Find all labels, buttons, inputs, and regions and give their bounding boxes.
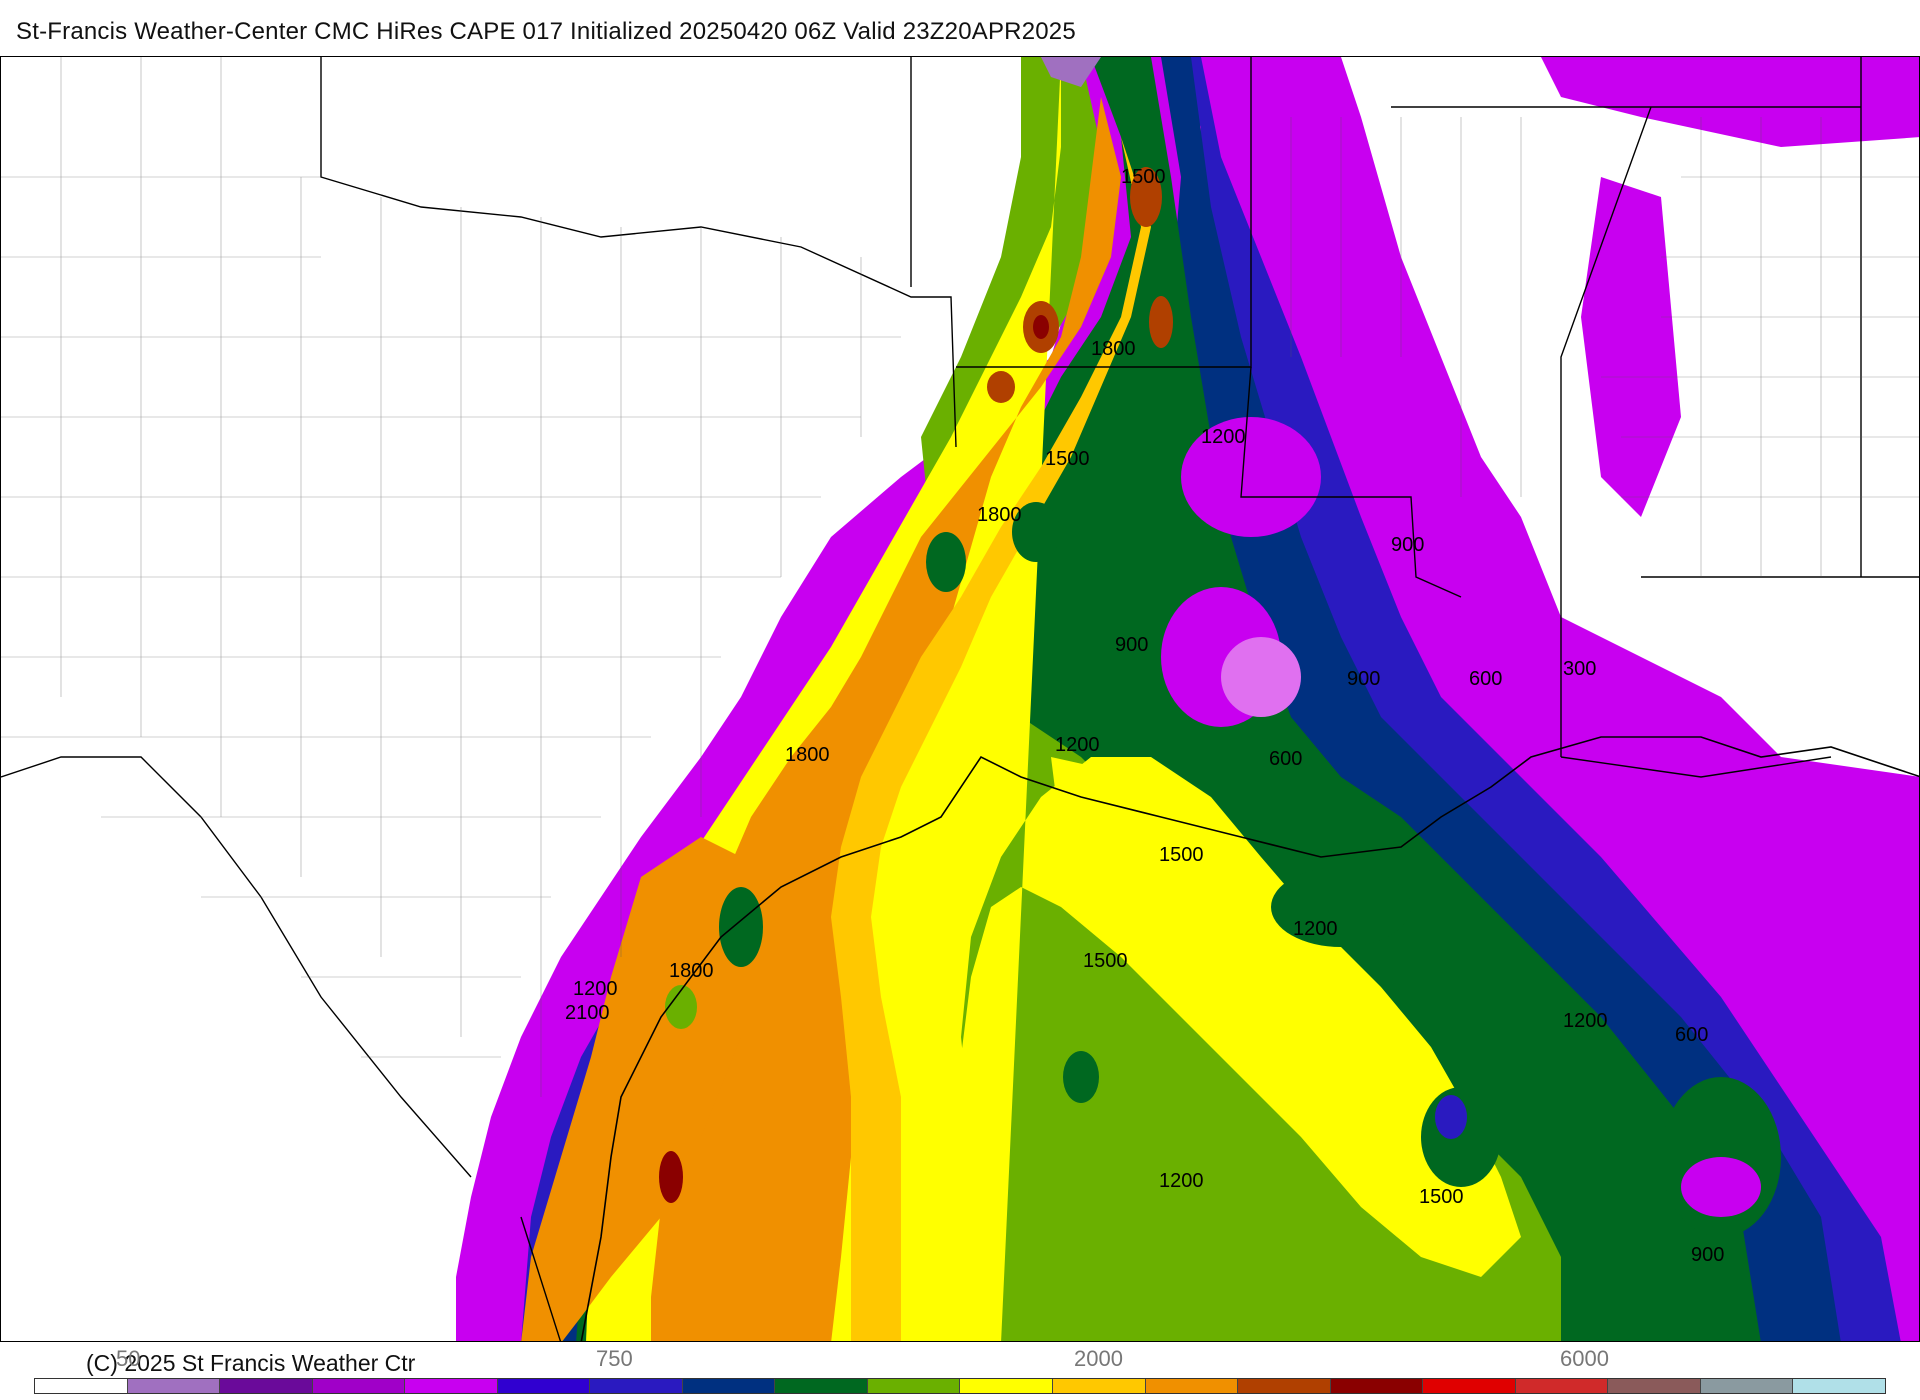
contour-label: 600 (1269, 748, 1302, 770)
contour-label: 600 (1675, 1024, 1708, 1046)
coastline (580, 736, 1919, 1341)
contour-label: 1500 (1121, 166, 1166, 188)
copyright-text: (C) 2025 St Francis Weather Ctr (86, 1350, 416, 1376)
colorbar-tick-label: 6000 (1560, 1346, 1609, 1371)
cape-band-orange (651, 97, 1121, 1341)
colorbar-swatch (774, 1379, 867, 1393)
colorbar-swatch (1329, 1379, 1423, 1393)
colorbar-swatch (1237, 1379, 1330, 1393)
county-grid (1, 57, 1919, 1097)
colorbar-swatch (1607, 1379, 1700, 1393)
contour-label: 900 (1391, 534, 1424, 556)
colorbar-swatch (589, 1379, 682, 1393)
colorbar-tick-label: 50 (116, 1346, 141, 1371)
contour-label: 1200 (1201, 426, 1246, 448)
contour-label: 1800 (977, 504, 1022, 526)
contour-label: 2100 (565, 1002, 610, 1024)
contour-label: 1200 (1055, 734, 1100, 756)
state-borders (1, 57, 1919, 1341)
colorbar-swatch (35, 1379, 127, 1393)
colorbar-swatch (219, 1379, 312, 1393)
colorbar-swatch (311, 1379, 405, 1393)
contour-label: 900 (1347, 668, 1380, 690)
map-title: St-Francis Weather-Center CMC HiRes CAPE… (16, 18, 1076, 45)
colorbar-swatch (1422, 1379, 1515, 1393)
contour-label: 1500 (1419, 1186, 1464, 1208)
colorbar-swatch (1144, 1379, 1238, 1393)
contour-label: 1200 (1293, 918, 1338, 940)
contour-label: 1800 (785, 744, 830, 766)
contour-label: 1200 (1159, 1170, 1204, 1192)
colorbar-swatch (681, 1379, 775, 1393)
cape-shading (456, 57, 1919, 1341)
contour-label: 1200 (1563, 1010, 1608, 1032)
colorbar-swatch (866, 1379, 960, 1393)
colorbar-swatch (1052, 1379, 1145, 1393)
contour-label: 1800 (669, 960, 714, 982)
colorbar-swatch (1514, 1379, 1608, 1393)
contour-labels: 1500 1800 1200 1500 1800 900 900 900 600… (565, 166, 1724, 1266)
colorbar-tick-label: 2000 (1074, 1346, 1123, 1371)
contour-label: 1200 (573, 978, 618, 1000)
colorbar-swatch (1699, 1379, 1793, 1393)
cape-colorbar (34, 1378, 1886, 1394)
colorbar-swatch (959, 1379, 1053, 1393)
contour-label: 1500 (1159, 844, 1204, 866)
contour-label: 600 (1469, 668, 1502, 690)
colorbar-swatch (404, 1379, 497, 1393)
contour-label: 900 (1691, 1244, 1724, 1266)
contour-label: 1500 (1045, 448, 1090, 470)
colorbar-swatch (1792, 1379, 1885, 1393)
cape-map: 1500 1800 1200 1500 1800 900 900 900 600… (0, 56, 1920, 1342)
contour-label: 300 (1563, 658, 1596, 680)
colorbar-swatch (126, 1379, 220, 1393)
contour-label: 1800 (1091, 338, 1136, 360)
contour-label: 1500 (1083, 950, 1128, 972)
colorbar-tick-label: 750 (596, 1346, 633, 1371)
contour-label: 900 (1115, 634, 1148, 656)
colorbar-swatch (496, 1379, 590, 1393)
